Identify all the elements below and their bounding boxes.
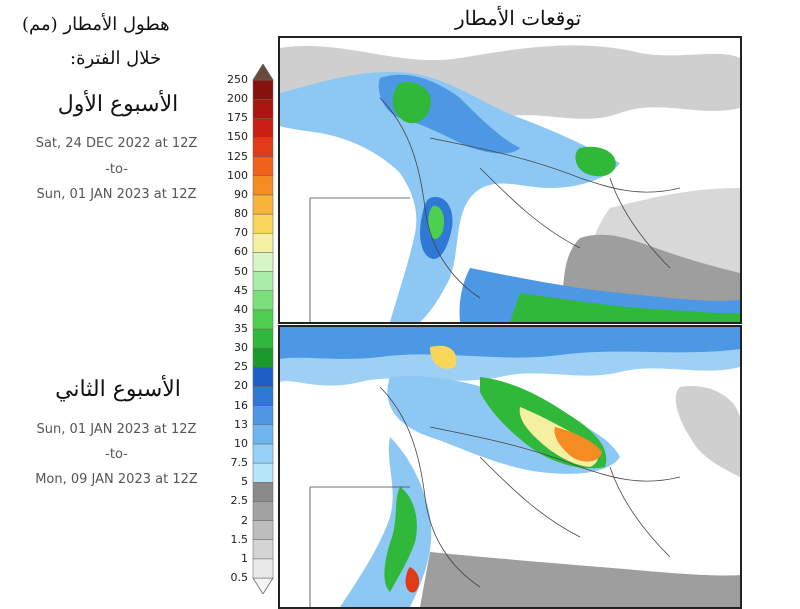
colorbar-segment <box>252 309 274 330</box>
precip-map-week1 <box>280 38 740 322</box>
colorbar-max-triangle <box>252 64 274 81</box>
colorbar-tick-label: 25 <box>234 360 248 374</box>
colorbar-tick-label: 35 <box>234 322 248 335</box>
week1-title: الأسبوع الأول <box>57 92 179 117</box>
colorbar-segment <box>252 137 274 157</box>
legend-subtitle: خلال الفترة: <box>70 48 162 69</box>
colorbar-segment <box>252 328 274 349</box>
colorbar-tick-label: 175 <box>227 111 248 125</box>
colorbar-tick-label: 10 <box>234 436 248 450</box>
colorbar-tick-label: 90 <box>234 187 248 201</box>
week2-to: -to- <box>105 447 128 462</box>
colorbar-segment <box>252 213 274 234</box>
colorbar-segment <box>252 501 274 521</box>
colorbar-tick-label: 250 <box>227 73 248 86</box>
colorbar-segment <box>252 175 274 196</box>
colorbar-segment <box>252 271 274 291</box>
colorbar-tick-label: 13 <box>234 417 248 431</box>
week2-title: الأسبوع الثاني <box>55 377 181 402</box>
colorbar-tick-label: 16 <box>234 398 248 412</box>
colorbar-min-triangle <box>252 577 274 594</box>
colorbar <box>252 64 274 594</box>
colorbar-tick-label: 2.5 <box>230 494 249 508</box>
legend-title: هطول الأمطار (مم) <box>22 14 170 35</box>
colorbar-segment <box>252 443 274 464</box>
colorbar-tick-label: 80 <box>234 207 248 221</box>
colorbar-segment <box>252 232 274 253</box>
colorbar-segment <box>252 367 274 387</box>
colorbar-segment <box>252 194 274 215</box>
colorbar-tick-label: 45 <box>234 283 248 297</box>
colorbar-tick-label: 20 <box>234 379 248 393</box>
colorbar-segment <box>252 118 274 138</box>
map-panel-week2 <box>278 325 742 609</box>
colorbar-tick-label: 1 <box>241 551 248 565</box>
colorbar-segment <box>252 98 274 119</box>
colorbar-segment <box>252 424 274 445</box>
colorbar-segment <box>252 405 274 426</box>
colorbar-segment <box>252 481 274 502</box>
colorbar-tick-label: 70 <box>234 226 248 240</box>
week1-until: Sun, 01 JAN 2023 at 12Z <box>36 187 197 202</box>
colorbar-segment <box>252 79 274 100</box>
colorbar-tick-label: 30 <box>234 341 248 355</box>
colorbar-tick-label: 2 <box>241 513 248 527</box>
colorbar-segment <box>252 290 274 311</box>
colorbar-segment <box>252 156 274 177</box>
map-title: توقعات الأمطار <box>455 6 582 30</box>
colorbar-tick-label: 0.5 <box>230 571 249 584</box>
map-panel-week1 <box>278 36 742 324</box>
colorbar-tick-label: 150 <box>227 130 248 144</box>
precip-map-week2 <box>280 327 740 607</box>
colorbar-tick-label: 100 <box>227 168 248 182</box>
week2-until: Mon, 09 JAN 2023 at 12Z <box>35 472 198 487</box>
colorbar-tick-label: 40 <box>234 302 248 316</box>
week1-from: Sat, 24 DEC 2022 at 12Z <box>35 136 198 151</box>
colorbar-segment <box>252 252 274 272</box>
colorbar-segment <box>252 462 274 483</box>
colorbar-tick-label: 60 <box>234 245 248 259</box>
colorbar-tick-label: 200 <box>227 92 248 106</box>
colorbar-segment <box>252 539 274 560</box>
colorbar-segment <box>252 386 274 406</box>
colorbar-tick-label: 5 <box>241 475 248 489</box>
week1-to: -to- <box>105 162 128 177</box>
week2-from: Sun, 01 JAN 2023 at 12Z <box>36 422 197 437</box>
colorbar-segment <box>252 520 274 540</box>
colorbar-segment <box>252 558 274 579</box>
colorbar-tick-label: 125 <box>227 149 248 163</box>
colorbar-tick-label: 7.5 <box>230 456 249 470</box>
colorbar-tick-label: 1.5 <box>230 532 249 546</box>
colorbar-tick-label: 50 <box>234 264 248 278</box>
colorbar-segment <box>252 347 274 368</box>
